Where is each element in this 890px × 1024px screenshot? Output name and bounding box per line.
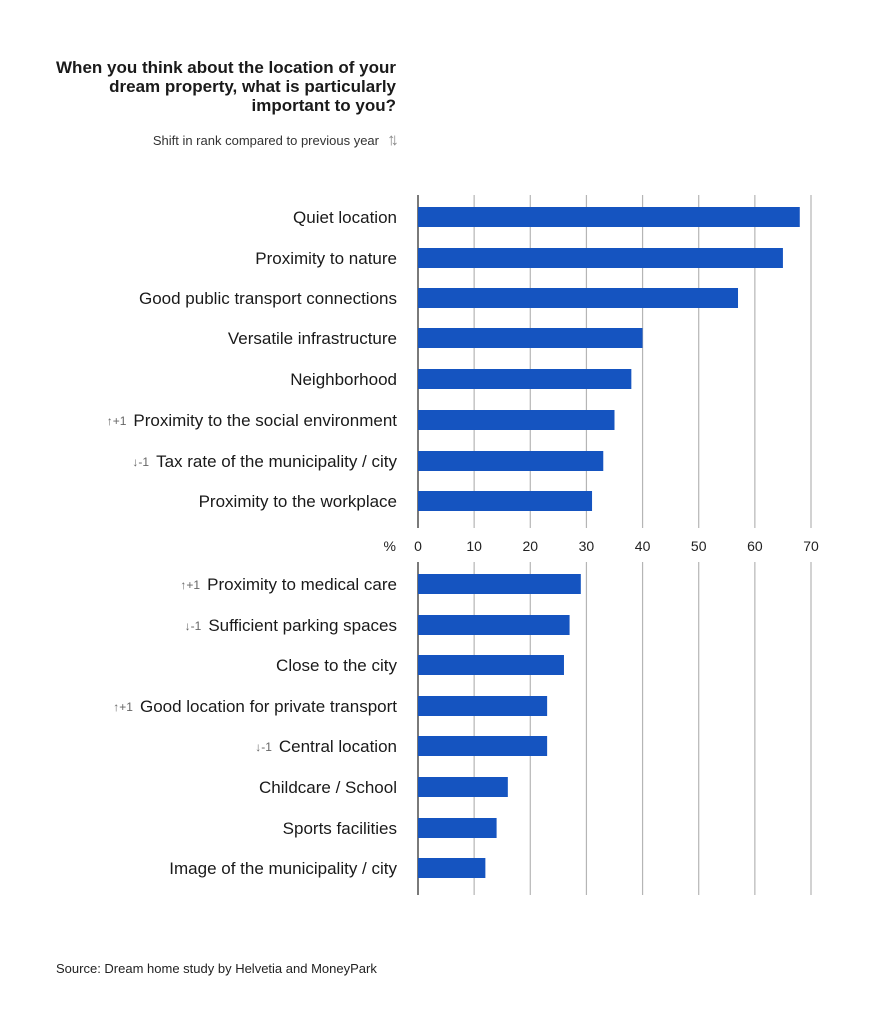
category-label: Neighborhood xyxy=(290,370,397,389)
category-label: Proximity to medical care xyxy=(207,575,397,594)
category-label: Image of the municipality / city xyxy=(169,859,397,878)
category-label: Sports facilities xyxy=(283,819,397,838)
x-tick-label: 0 xyxy=(414,538,422,554)
bar xyxy=(418,574,581,594)
category-label: Quiet location xyxy=(293,208,397,227)
x-tick-label: 50 xyxy=(691,538,707,554)
bar xyxy=(418,207,800,227)
bar xyxy=(418,410,615,430)
rank-shift-label: ↑+1 xyxy=(113,700,133,714)
x-tick-label: 40 xyxy=(635,538,651,554)
x-tick-label: 10 xyxy=(466,538,482,554)
bar xyxy=(418,248,783,268)
bar xyxy=(418,369,632,389)
category-label: Proximity to the social environment xyxy=(133,411,397,430)
bar xyxy=(418,328,643,348)
x-tick-label: 60 xyxy=(747,538,763,554)
chart-title: When you think about the location of you… xyxy=(56,58,396,115)
bar xyxy=(418,615,570,635)
bar xyxy=(418,777,508,797)
category-label: Childcare / School xyxy=(259,778,397,797)
rank-shift-label: ↑+1 xyxy=(107,414,127,428)
category-label: Good public transport connections xyxy=(139,289,397,308)
category-label: Proximity to nature xyxy=(255,249,397,268)
category-label: Central location xyxy=(279,737,397,756)
category-label: Sufficient parking spaces xyxy=(208,616,397,635)
rank-shift-label: ↓-1 xyxy=(255,740,272,754)
bar xyxy=(418,858,486,878)
bar xyxy=(418,818,497,838)
category-label: Versatile infrastructure xyxy=(228,329,397,348)
legend-label: Shift in rank compared to previous year xyxy=(152,132,379,148)
source-note: Source: Dream home study by Helvetia and… xyxy=(56,961,377,976)
x-axis-label: % xyxy=(384,538,396,554)
bar xyxy=(418,655,564,675)
bar xyxy=(418,451,604,471)
category-label: Good location for private transport xyxy=(140,697,397,716)
bar xyxy=(418,696,548,716)
x-tick-label: 20 xyxy=(522,538,538,554)
rank-shift-label: ↓-1 xyxy=(185,619,202,633)
category-label: Proximity to the workplace xyxy=(199,492,397,511)
x-tick-label: 70 xyxy=(803,538,819,554)
bar xyxy=(418,736,548,756)
x-tick-label: 30 xyxy=(579,538,595,554)
category-label: Close to the city xyxy=(276,656,397,675)
bar xyxy=(418,491,593,511)
rank-shift-label: ↑+1 xyxy=(180,578,200,592)
category-label: Tax rate of the municipality / city xyxy=(156,452,397,471)
rank-shift-label: ↓-1 xyxy=(132,455,149,469)
bar xyxy=(418,288,739,308)
